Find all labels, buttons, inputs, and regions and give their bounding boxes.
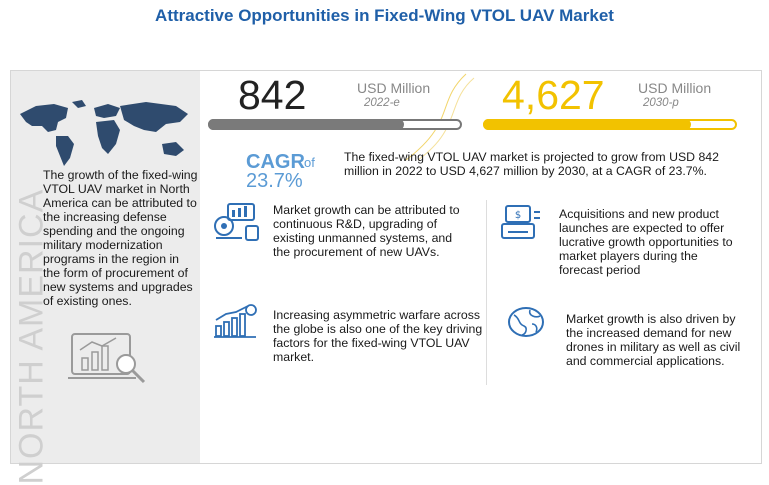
progress-fill-2030 <box>483 119 691 130</box>
market-year-2030: 2030-p <box>643 97 679 109</box>
acquisition-icon: $ <box>501 205 540 239</box>
region-description: The growth of the fixed-wing VTOL UAV ma… <box>43 168 198 308</box>
point-text: Market growth is also driven by the incr… <box>566 312 741 368</box>
page-title: Attractive Opportunities in Fixed-Wing V… <box>155 6 614 25</box>
analysis-report-icon <box>68 333 146 384</box>
column-divider <box>486 200 487 385</box>
market-summary: The fixed-wing VTOL UAV market is projec… <box>344 150 719 178</box>
cagr-value: 23.7% <box>246 170 303 192</box>
analytics-icon <box>214 203 259 241</box>
infographic-frame <box>10 70 762 464</box>
progress-fill-2022 <box>208 119 404 130</box>
market-unit-2022: USD Million <box>357 80 431 96</box>
point-text: Acquisitions and new product launches ar… <box>559 207 733 277</box>
point-text: Market growth can be attributed to conti… <box>273 203 460 259</box>
globe-icon <box>508 307 544 337</box>
market-year-2022: 2022-e <box>364 97 400 109</box>
market-value-2022: 842 <box>238 72 307 118</box>
region-label: NORTH AMERICA <box>12 188 51 485</box>
market-value-2030: 4,627 <box>502 72 605 118</box>
svg-text:$: $ <box>515 210 521 221</box>
point-text: Increasing asymmetric warfare across the… <box>273 308 483 364</box>
market-unit-2030: USD Million <box>638 80 712 96</box>
decorative-curve-icon <box>405 73 475 161</box>
growth-chart-icon <box>214 304 257 338</box>
world-map-icon <box>20 100 188 166</box>
cagr-label: CAGR <box>246 151 305 173</box>
cagr-of: of <box>304 155 315 170</box>
